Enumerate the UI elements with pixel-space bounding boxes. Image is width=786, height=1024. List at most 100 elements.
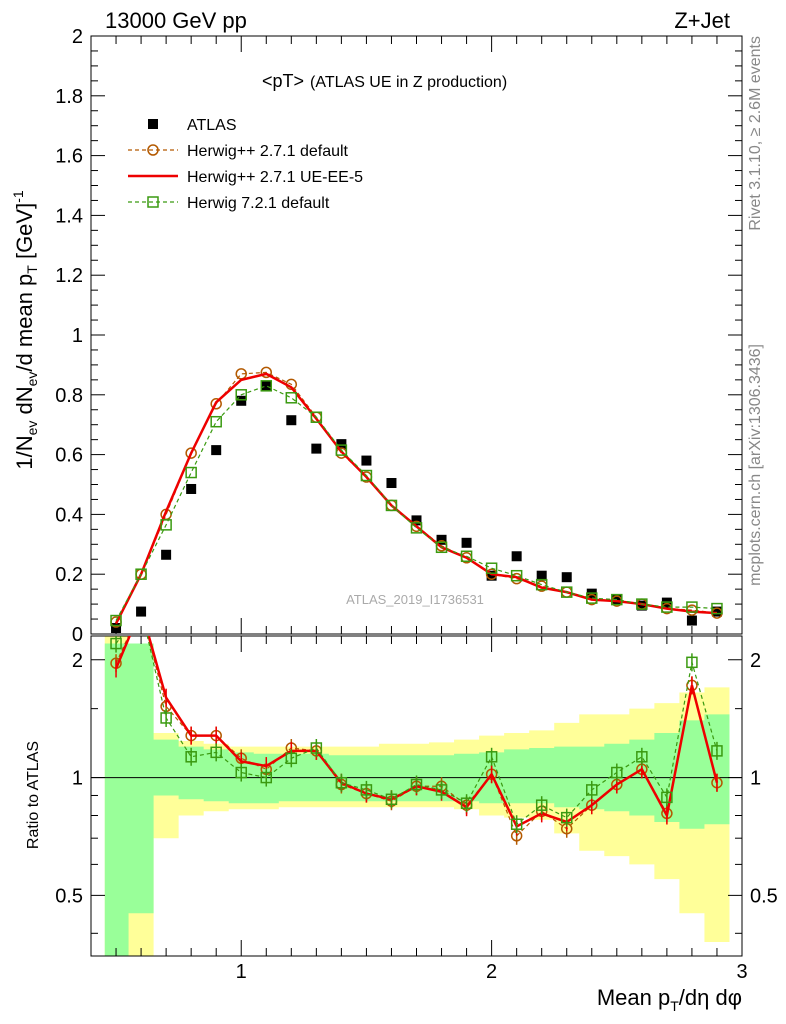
xlabel: Mean pT/dη dφ xyxy=(597,985,742,1014)
data-point xyxy=(110,637,122,650)
ratio-ytick-label: 2 xyxy=(72,650,83,672)
data-point xyxy=(536,570,547,581)
energy-label: 13000 GeV pp xyxy=(105,8,247,33)
main-ytick-label: 0.8 xyxy=(55,385,83,407)
data-point xyxy=(461,537,472,548)
data-point xyxy=(361,455,372,466)
data-point xyxy=(636,600,647,611)
data-point xyxy=(510,818,523,830)
data-point xyxy=(435,541,448,554)
legend-entry: Herwig++ 2.7.1 default xyxy=(128,143,349,160)
mcplots-label: mcplots.cern.ch [arXiv:1306.3436] xyxy=(747,344,764,586)
ratio-ytick-label-right: 1 xyxy=(750,768,761,790)
main-ytick-label: 1 xyxy=(72,325,83,347)
xtick-label: 2 xyxy=(486,961,497,983)
data-point xyxy=(486,570,497,581)
main-ytick-label: 1.4 xyxy=(55,205,83,227)
data-point xyxy=(310,742,323,754)
data-point xyxy=(661,601,673,613)
legend-label: Herwig 7.2.1 default xyxy=(187,195,330,212)
data-point xyxy=(436,534,447,545)
data-point xyxy=(210,746,222,759)
data-point xyxy=(161,549,172,560)
data-point xyxy=(261,380,272,391)
series-layer xyxy=(110,366,723,845)
data-point xyxy=(410,778,423,791)
data-point xyxy=(235,389,247,401)
data-point xyxy=(411,515,422,526)
data-point xyxy=(148,119,158,129)
ratio-ylabel: Ratio to ATLAS xyxy=(25,741,42,849)
data-point xyxy=(186,483,197,494)
data-point xyxy=(185,466,197,479)
data-point xyxy=(560,811,573,824)
series-herwig-2-7-1-ue-ee-5 xyxy=(114,372,718,625)
data-point xyxy=(111,623,122,634)
data-point xyxy=(385,499,398,512)
data-point xyxy=(260,366,273,379)
ratio-ytick-label: 0.5 xyxy=(55,885,83,907)
xtick-label: 1 xyxy=(236,961,247,983)
data-point xyxy=(235,766,247,779)
data-point xyxy=(711,602,723,615)
data-point xyxy=(410,522,423,534)
ratio-series-herwig-7-2-1-default xyxy=(110,636,723,834)
data-point xyxy=(561,572,572,583)
data-point xyxy=(686,601,698,613)
main-ytick-label: 1.2 xyxy=(55,265,83,287)
ratio-ytick-label-right: 0.5 xyxy=(750,885,778,907)
legend-entry: Herwig++ 2.7.1 UE-EE-5 xyxy=(128,169,363,186)
series-line xyxy=(115,385,717,621)
data-point xyxy=(360,784,373,796)
analysis-watermark: ATLAS_2019_I1736531 xyxy=(346,592,484,607)
ratio-bands xyxy=(104,636,730,956)
data-point xyxy=(210,415,222,428)
data-point xyxy=(435,784,448,796)
data-point xyxy=(535,578,548,591)
data-point xyxy=(135,568,147,580)
data-point xyxy=(560,586,573,598)
data-point xyxy=(335,444,348,456)
data-point xyxy=(311,443,322,454)
data-point xyxy=(510,569,523,582)
main-ytick-label: 0.4 xyxy=(55,504,83,526)
main-ytick-label: 1.6 xyxy=(55,146,83,168)
ratio-ytick-label: 1 xyxy=(72,768,83,790)
data-point xyxy=(136,606,147,617)
main-ytick-label: 0.2 xyxy=(55,564,83,586)
main-ytick-label: 0.6 xyxy=(55,445,83,467)
data-point xyxy=(385,793,398,806)
data-point xyxy=(185,447,197,459)
legend: ATLAS Herwig++ 2.7.1 default Herwig++ 2.7.… xyxy=(128,117,363,212)
main-ytick-label: 0 xyxy=(72,624,83,646)
data-point xyxy=(636,751,648,763)
data-point xyxy=(210,398,222,410)
series-herwig-2-7-1-default xyxy=(110,366,723,628)
legend-label: Herwig++ 2.7.1 UE-EE-5 xyxy=(187,169,363,186)
legend-label: Herwig++ 2.7.1 default xyxy=(187,143,349,160)
data-point xyxy=(147,196,159,208)
data-point xyxy=(260,771,273,784)
process-label: Z+Jet xyxy=(674,8,730,33)
data-point xyxy=(260,380,273,392)
data-point xyxy=(310,411,323,423)
main-ylabel: 1/Nev dNev/d mean pT [GeV]-1 xyxy=(10,190,40,470)
data-point xyxy=(185,751,197,763)
series-herwig-7-2-1-default xyxy=(110,380,723,627)
data-point xyxy=(160,712,172,724)
series-line xyxy=(114,372,718,625)
legend-label: ATLAS xyxy=(187,117,237,134)
data-point xyxy=(535,799,548,811)
main-ytick-label: 1.8 xyxy=(55,86,83,108)
series-line xyxy=(115,371,718,623)
data-point xyxy=(236,395,247,406)
data-point xyxy=(686,656,698,669)
data-point xyxy=(586,592,598,604)
data-point xyxy=(711,745,723,757)
data-point xyxy=(511,551,522,562)
ratio-ytick-label-right: 2 xyxy=(750,650,761,672)
data-point xyxy=(335,776,348,789)
data-point xyxy=(286,415,297,426)
rivet-label: Rivet 3.1.10, ≥ 2.6M events xyxy=(747,36,764,231)
